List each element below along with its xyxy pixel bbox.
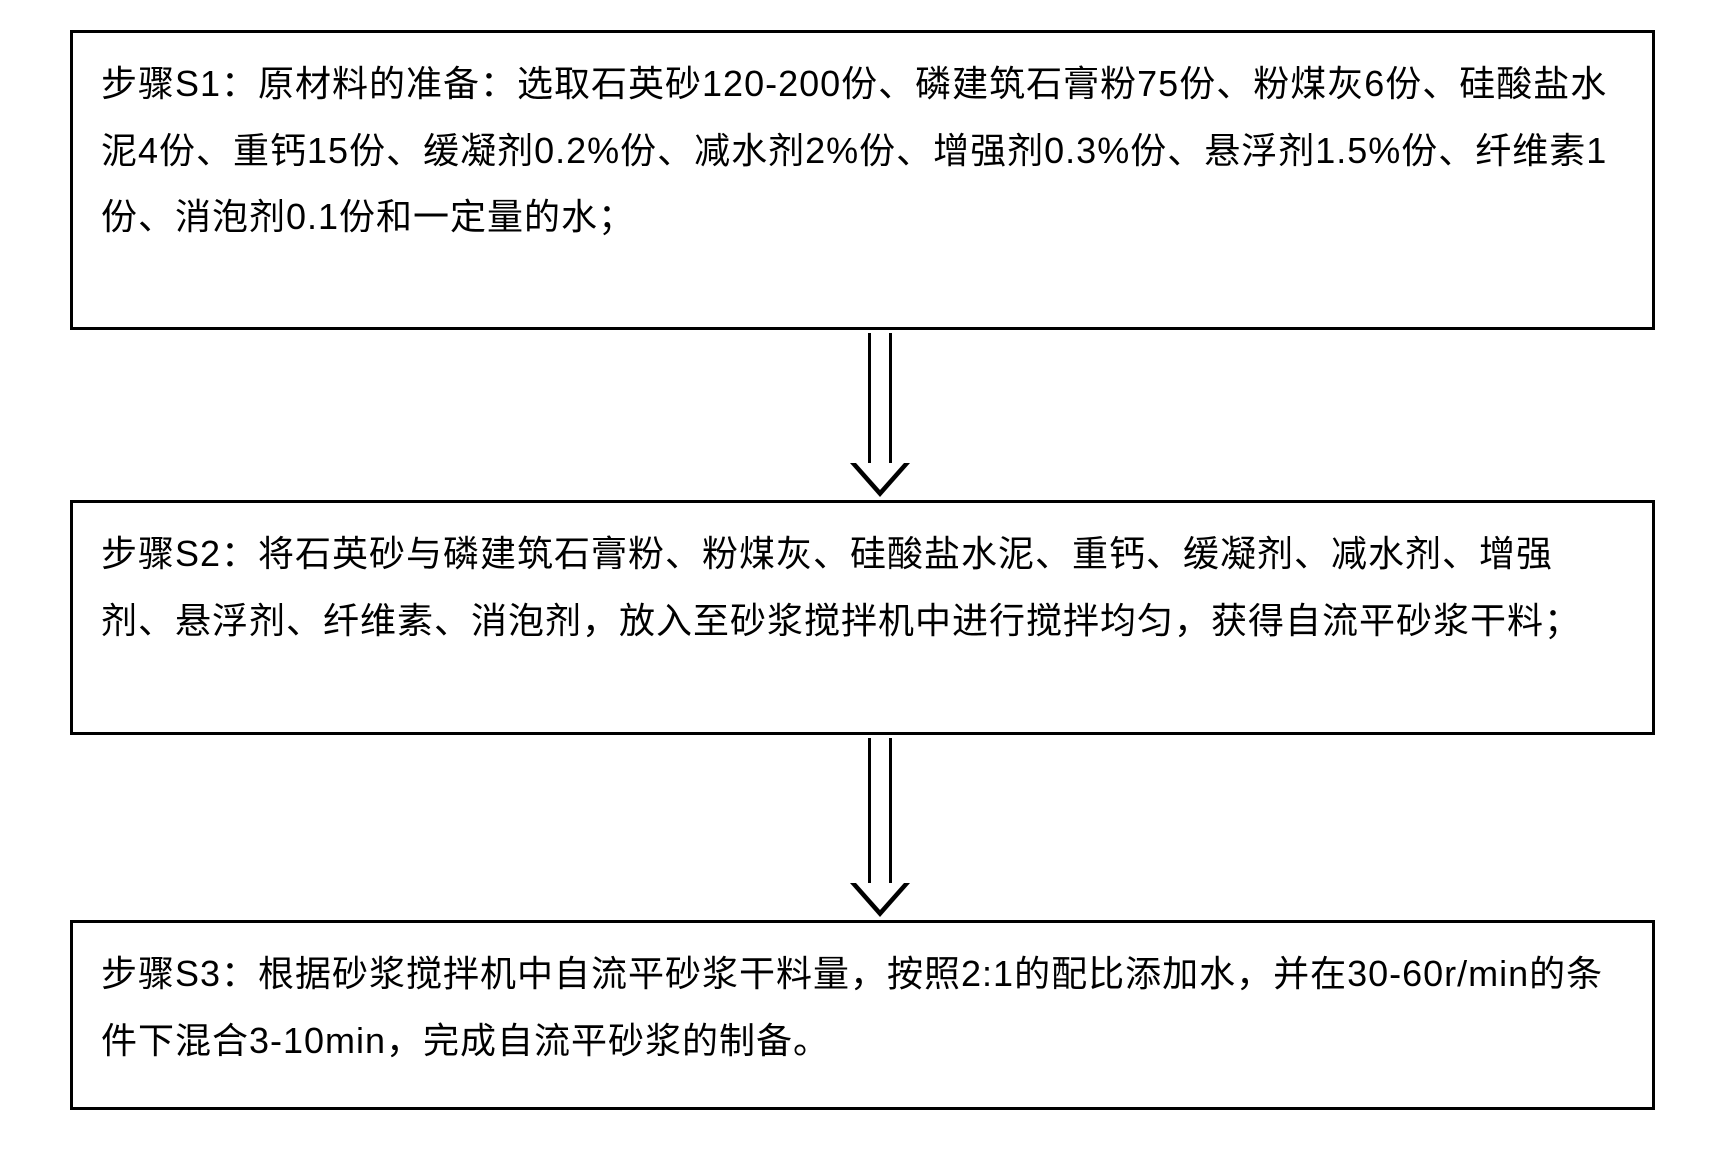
- arrow-s1-to-s2: [850, 333, 910, 497]
- arrow-shaft: [868, 333, 892, 463]
- arrow-head-inner: [856, 883, 904, 910]
- arrow-head-inner: [856, 463, 904, 490]
- step-s1-box: 步骤S1：原材料的准备：选取石英砂120-200份、磷建筑石膏粉75份、粉煤灰6…: [70, 30, 1655, 330]
- flowchart-canvas: 步骤S1：原材料的准备：选取石英砂120-200份、磷建筑石膏粉75份、粉煤灰6…: [0, 0, 1721, 1155]
- arrow-s2-to-s3: [850, 738, 910, 917]
- arrow-shaft: [868, 738, 892, 883]
- step-s2-box: 步骤S2：将石英砂与磷建筑石膏粉、粉煤灰、硅酸盐水泥、重钙、缓凝剂、减水剂、增强…: [70, 500, 1655, 735]
- step-s3-box: 步骤S3：根据砂浆搅拌机中自流平砂浆干料量，按照2:1的配比添加水，并在30-6…: [70, 920, 1655, 1110]
